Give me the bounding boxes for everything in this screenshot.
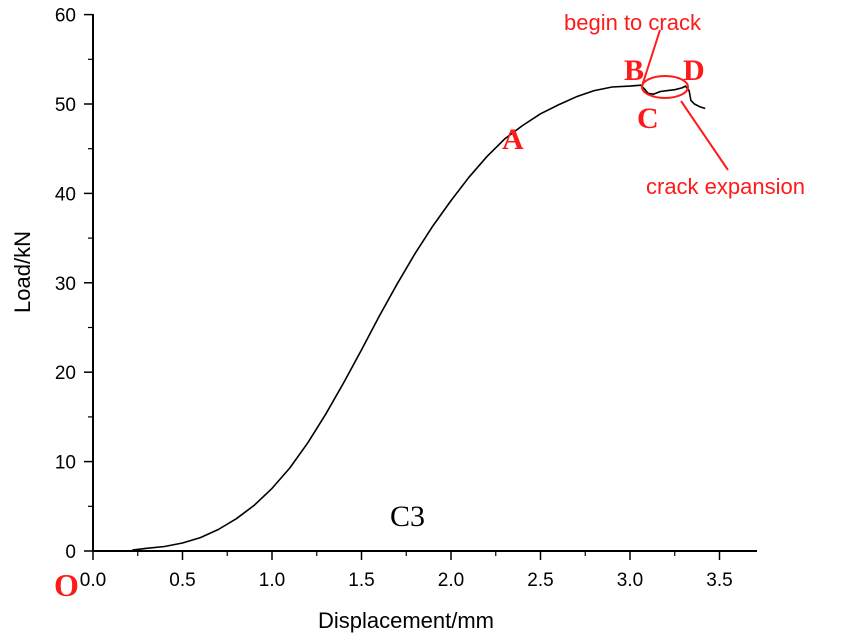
y-tick-label: 10 <box>55 453 76 474</box>
begin-to-crack-leader <box>641 29 661 87</box>
x-tick-label: 0.5 <box>169 570 195 591</box>
x-tick-label: 3.0 <box>617 570 643 591</box>
crack-expansion-leader <box>680 100 729 171</box>
annotation-point-c: C <box>637 102 659 135</box>
annotation-crack-expansion: crack expansion <box>646 174 805 199</box>
y-tick-label: 40 <box>55 184 76 205</box>
ticks <box>84 13 721 560</box>
x-axis-title: Displacement/mm <box>318 608 494 633</box>
x-tick-label: 2.5 <box>527 570 553 591</box>
x-tick-label: 1.0 <box>259 570 285 591</box>
y-tick-label: 0 <box>65 542 76 563</box>
y-tick-label: 60 <box>55 6 76 27</box>
crack-region-ellipse <box>641 75 689 99</box>
x-tick-label: 0.0 <box>80 570 106 591</box>
y-tick-label: 30 <box>55 274 76 295</box>
y-tick-label: 20 <box>55 363 76 384</box>
annotation-point-d: D <box>683 54 705 87</box>
x-tick-label: 1.5 <box>348 570 374 591</box>
x-tick-label: 2.0 <box>438 570 464 591</box>
panel-label: C3 <box>390 500 425 533</box>
series-line <box>132 84 706 551</box>
annotation-point-a: A <box>502 123 524 156</box>
annotation-begin-to-crack: begin to crack <box>564 10 702 35</box>
x-tick-label: 3.5 <box>706 570 732 591</box>
y-axis-title: Load/kN <box>10 231 35 313</box>
y-tick-label: 50 <box>55 95 76 116</box>
annotation-point-b: B <box>624 54 644 87</box>
origin-label: O <box>54 567 79 603</box>
tick-labels: 0.0 0.5 1.0 1.5 2.0 2.5 3.0 3.5 0 10 20 30 40 50 60 <box>55 6 733 591</box>
